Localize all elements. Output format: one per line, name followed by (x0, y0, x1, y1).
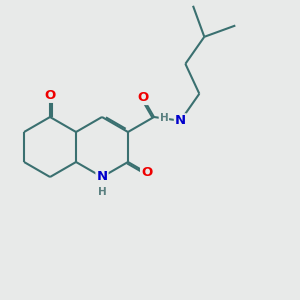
Text: H: H (160, 113, 168, 123)
Text: O: O (137, 91, 148, 104)
Text: O: O (44, 89, 56, 102)
Text: O: O (141, 166, 152, 179)
Text: N: N (175, 114, 186, 127)
Text: N: N (96, 170, 108, 184)
Text: H: H (98, 187, 106, 197)
